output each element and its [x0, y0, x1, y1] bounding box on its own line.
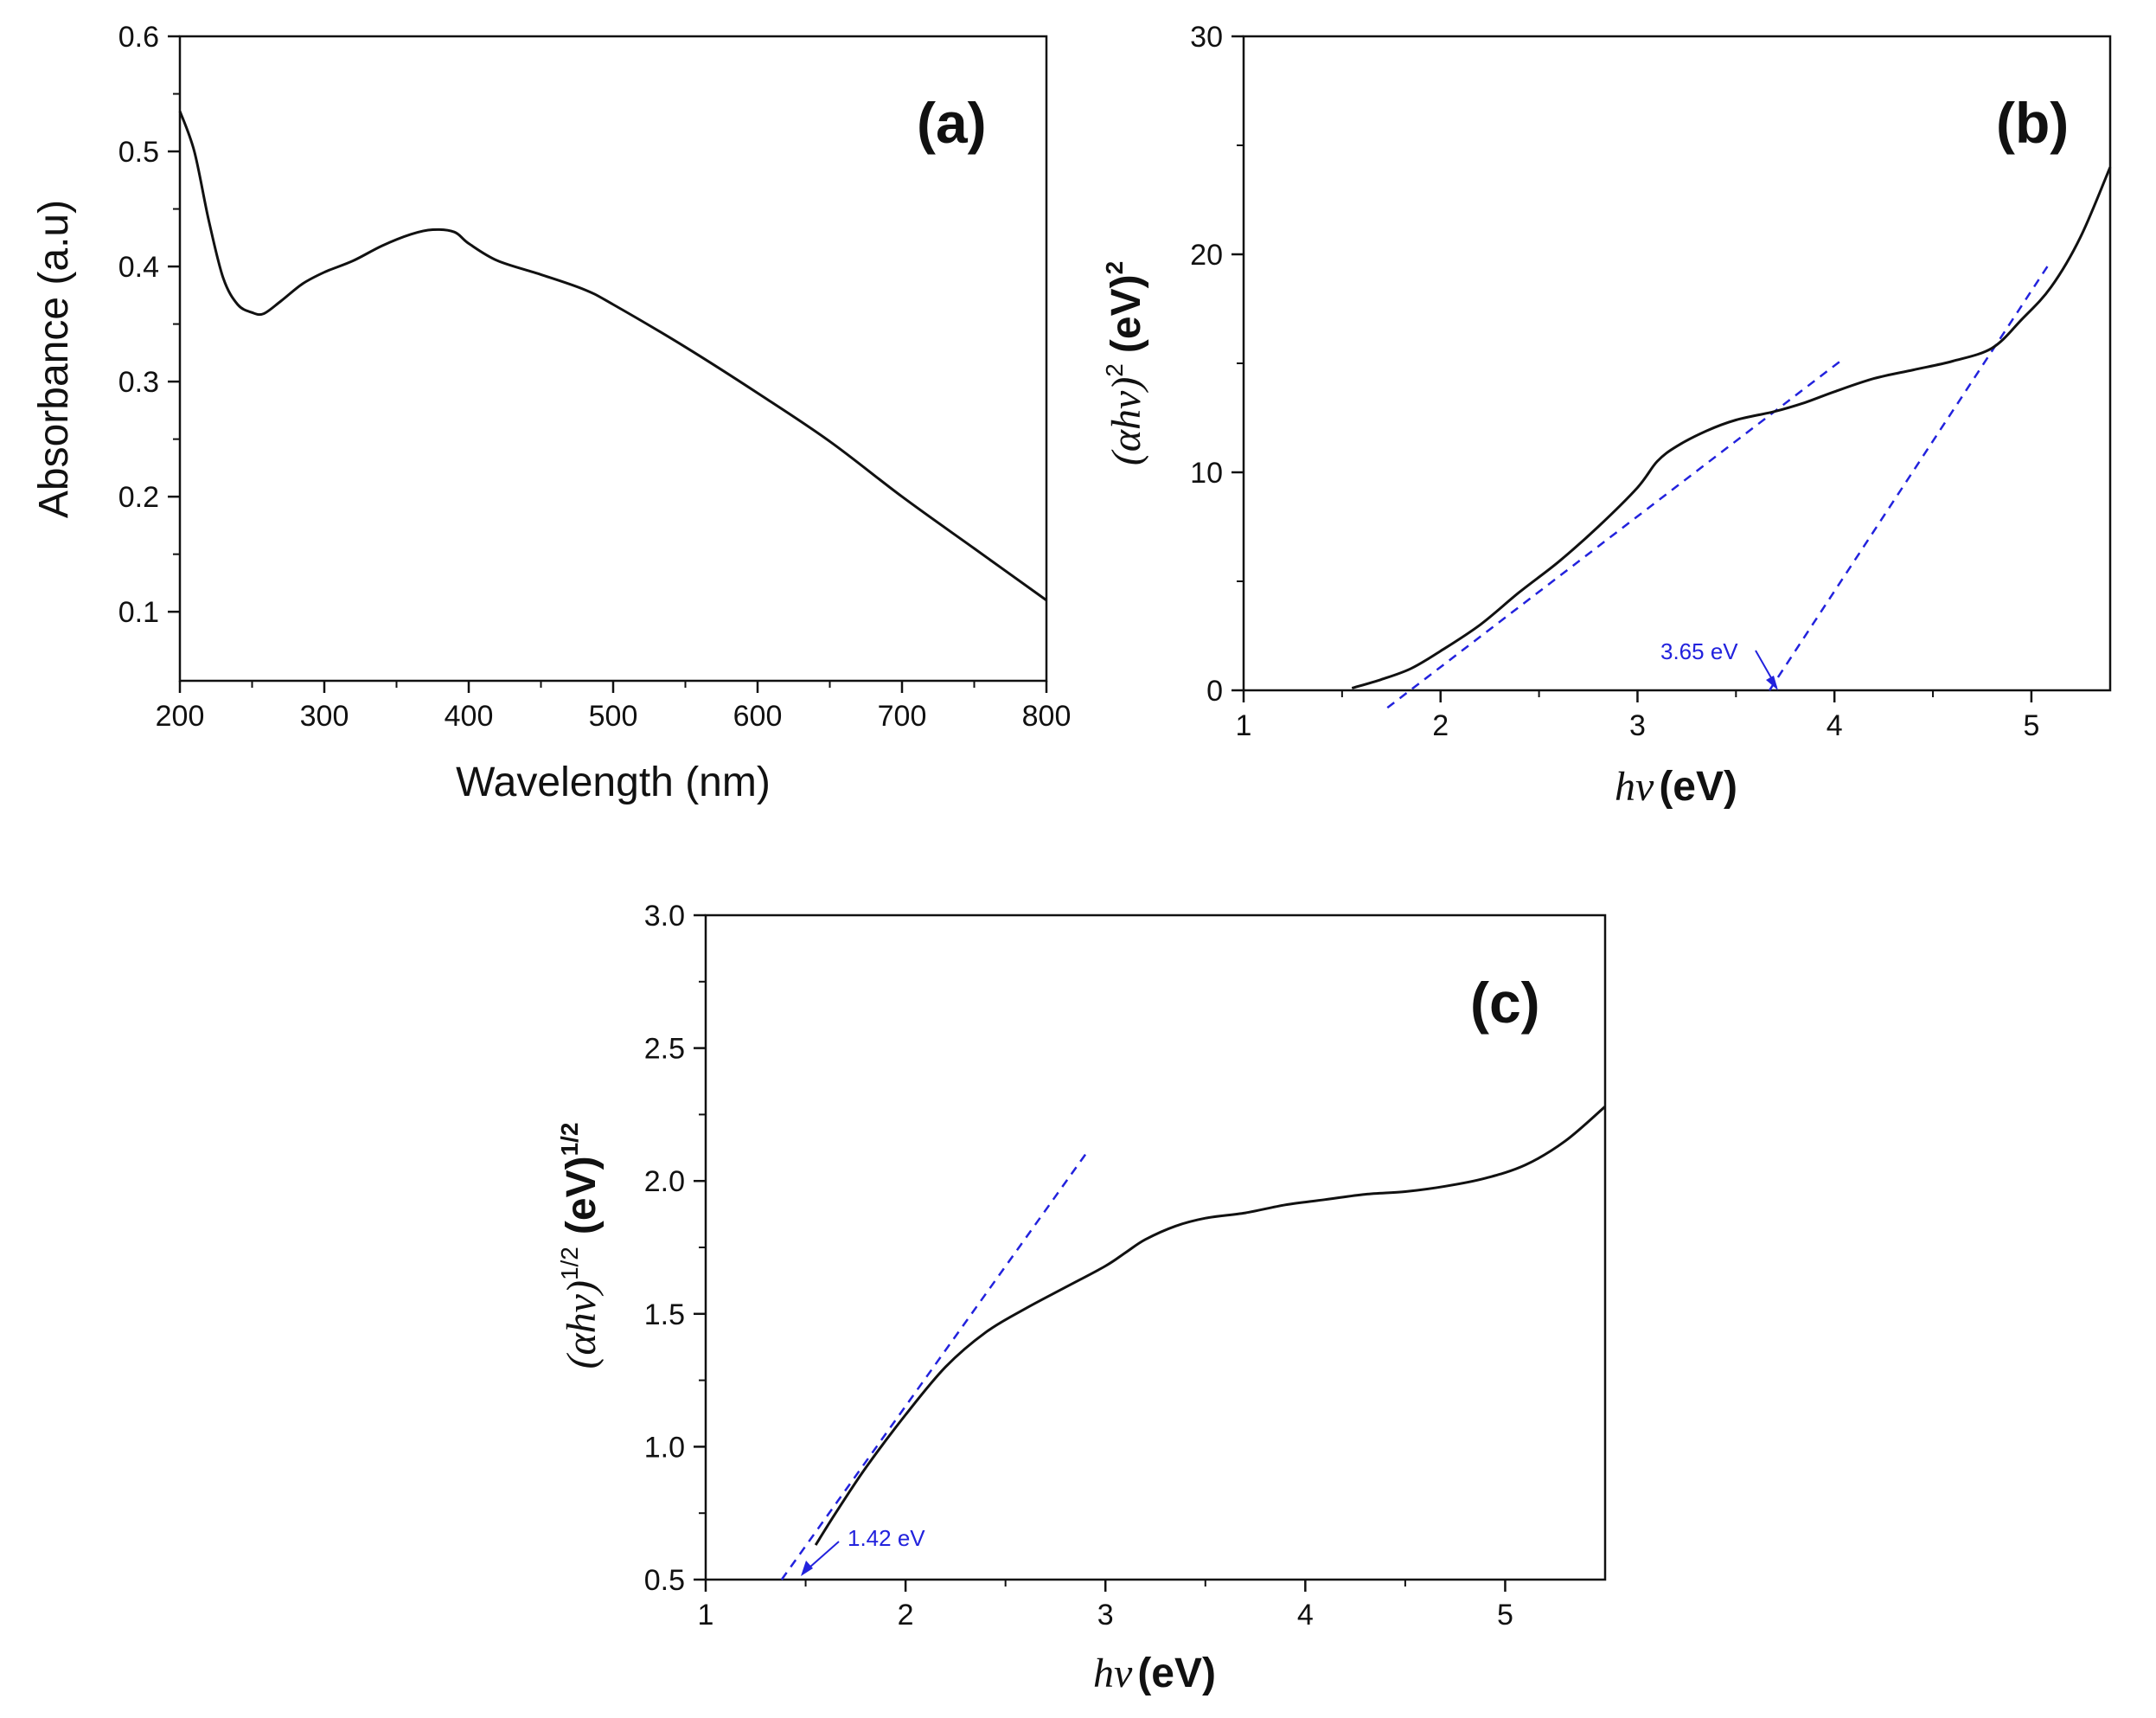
x-tick-label-a: 200 — [156, 700, 205, 733]
x-axis-label-b: hν (eV) — [1615, 764, 1737, 810]
y-tick-label-c: 0.5 — [644, 1564, 685, 1597]
arrowhead-b — [1766, 676, 1778, 690]
ticks-b: 1 2 3 4 5 0 10 20 30 — [1190, 21, 2039, 742]
plot-frame-b — [1242, 35, 2112, 692]
y-axis-label-b: (αhν)2(eV)2 — [1101, 261, 1149, 465]
y-axis-unit-c: (eV) — [559, 1156, 605, 1234]
bandgap-annotation-c: 1.42 eV — [848, 1525, 925, 1551]
x-tick-label-a: 700 — [878, 700, 927, 733]
fit-line-c-0 — [780, 1153, 1087, 1580]
x-tick-label-c: 2 — [898, 1599, 914, 1631]
y-axis-symbol-b: (αhν) — [1104, 377, 1149, 465]
y-tick-label-a: 0.2 — [118, 481, 159, 514]
x-tick-label-b: 2 — [1432, 709, 1449, 742]
y-tick-label-b: 10 — [1190, 457, 1223, 490]
x-axis-label-a: Wavelength (nm) — [456, 760, 771, 805]
y-tick-label-b: 20 — [1190, 239, 1223, 272]
y-tick-label-a: 0.4 — [118, 251, 159, 284]
ticks-a: 200 300 400 500 600 700 800 0.1 0.2 0.3 0.4 0.5 0.6 — [118, 21, 1072, 733]
x-tick-label-c: 4 — [1297, 1599, 1314, 1631]
x-axis-symbol-c: hν — [1093, 1651, 1133, 1696]
y-axis-exponent-b: 2 — [1101, 363, 1128, 377]
x-tick-label-a: 500 — [589, 700, 638, 733]
y-tick-label-a: 0.3 — [118, 366, 159, 399]
y-axis-exponent-c: 1/2 — [556, 1247, 583, 1280]
x-axis-label-c: hν (eV) — [1093, 1651, 1216, 1696]
y-axis-label-c: (αhν)1/2(eV)1/2 — [556, 1122, 605, 1369]
y-tick-label-c: 1.0 — [644, 1431, 685, 1464]
y-tick-label-a: 0.6 — [118, 21, 159, 54]
ticks-c: 1 2 3 4 5 0.5 1.0 1.5 2.0 2.5 3.0 — [644, 900, 1513, 1631]
x-axis-symbol-b: hν — [1615, 764, 1654, 810]
bandgap-annotation-b: 3.65 eV — [1660, 638, 1738, 664]
absorbance-curve — [178, 110, 1047, 602]
x-tick-label-b: 4 — [1827, 709, 1843, 742]
panel-a: 200 300 400 500 600 700 8000.10.20.30.40.50.6 … — [31, 21, 1071, 805]
x-tick-label-b: 3 — [1629, 709, 1646, 742]
y-axis-unit-exponent-c: 1/2 — [556, 1122, 583, 1156]
panel-c: 1 2 3 4 50.51.01.52.02.53.0 (c) 1.42 eV hν (e… — [556, 900, 1607, 1696]
panel-label-b: (b) — [1996, 91, 2069, 155]
x-tick-label-a: 300 — [300, 700, 349, 733]
y-tick-label-c: 3.0 — [644, 900, 685, 933]
fit-line-b-0 — [1386, 360, 1841, 709]
x-axis-unit-b: (eV) — [1659, 764, 1737, 810]
y-axis-unit-exponent-b: 2 — [1101, 261, 1128, 275]
y-tick-label-c: 2.5 — [644, 1033, 685, 1066]
fit-lines-c — [780, 1153, 1087, 1580]
y-axis-label-a: Absorbance (a.u) — [31, 200, 77, 518]
panel-label-a: (a) — [917, 91, 987, 155]
y-tick-label-a: 0.5 — [118, 136, 159, 169]
y-tick-label-b: 0 — [1206, 675, 1223, 708]
y-tick-label-b: 30 — [1190, 21, 1223, 54]
tauc-indirect-curve — [814, 1106, 1606, 1546]
x-tick-label-b: 5 — [2023, 709, 2039, 742]
arrowhead-c — [801, 1561, 813, 1576]
panel-label-c: (c) — [1470, 971, 1540, 1035]
x-tick-label-a: 600 — [733, 700, 783, 733]
tauc-direct-curve — [1351, 166, 2112, 689]
x-tick-label-a: 400 — [445, 700, 494, 733]
fit-line-b-1 — [1768, 260, 2052, 691]
y-axis-symbol-c: (αhν) — [559, 1280, 605, 1369]
y-tick-label-c: 1.5 — [644, 1298, 685, 1331]
x-axis-unit-c: (eV) — [1137, 1651, 1216, 1696]
y-tick-label-a: 0.1 — [118, 596, 159, 629]
x-tick-label-c: 3 — [1097, 1599, 1114, 1631]
annotation-arrow-c — [809, 1541, 840, 1568]
y-axis-unit-b: (eV) — [1104, 274, 1149, 353]
y-tick-label-c: 2.0 — [644, 1165, 685, 1198]
x-tick-label-b: 1 — [1236, 709, 1252, 742]
x-tick-label-a: 800 — [1022, 700, 1072, 733]
fit-lines-b — [1386, 260, 2052, 709]
x-tick-label-c: 5 — [1497, 1599, 1513, 1631]
x-tick-label-c: 1 — [698, 1599, 714, 1631]
